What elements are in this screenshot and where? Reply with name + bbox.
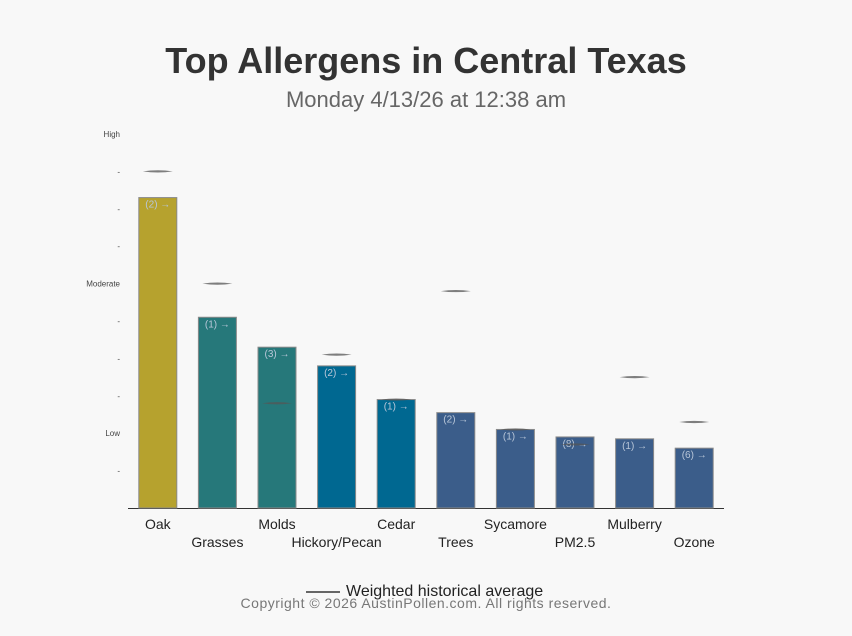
historical-average-marker-0 bbox=[142, 170, 173, 173]
y-tick-label-8: Low bbox=[105, 429, 120, 438]
historical-average-marker-3 bbox=[321, 353, 352, 356]
bar-count-label-1: (1) → bbox=[205, 319, 230, 330]
bar-count-label-8: (1) → bbox=[622, 441, 647, 452]
bar-6 bbox=[495, 428, 535, 509]
bar-count-label-6: (1) → bbox=[503, 431, 528, 442]
chart-title: Top Allergens in Central Texas bbox=[165, 40, 687, 81]
x-tick-label-0: Oak bbox=[145, 516, 172, 532]
bar-9 bbox=[674, 447, 714, 509]
legend-label: Weighted historical average bbox=[346, 583, 544, 600]
historical-average-marker-5 bbox=[440, 289, 471, 293]
historical-average-marker-1 bbox=[202, 282, 233, 285]
y-tick-label-1: - bbox=[117, 167, 120, 176]
x-tick-label-2: Molds bbox=[258, 516, 295, 532]
historical-average-marker-9 bbox=[679, 420, 710, 424]
bar-4 bbox=[376, 399, 416, 509]
y-tick-label-4: Moderate bbox=[86, 280, 120, 289]
x-tick-label-8: Mulberry bbox=[607, 516, 661, 532]
historical-average-marker-6 bbox=[500, 428, 531, 431]
y-tick-label-0: High bbox=[104, 130, 120, 139]
bar-count-label-9: (6) → bbox=[682, 450, 707, 461]
bar-count-label-2: (3) → bbox=[265, 349, 290, 360]
bar-1 bbox=[197, 316, 237, 509]
bar-3 bbox=[317, 365, 357, 509]
y-tick-label-3: - bbox=[117, 242, 120, 251]
bar-5 bbox=[436, 412, 476, 509]
historical-average-marker-4 bbox=[381, 398, 412, 401]
historical-average-marker-7 bbox=[560, 443, 590, 446]
bar-count-label-3: (2) → bbox=[324, 368, 349, 379]
bar-2 bbox=[257, 346, 297, 509]
legend-line-swatch bbox=[306, 591, 340, 593]
copyright-text: Copyright © 2026 AustinPollen.com. All r… bbox=[240, 595, 612, 611]
y-tick-label-2: - bbox=[117, 205, 120, 214]
chart-legend: Weighted historical average bbox=[306, 583, 543, 601]
x-tick-label-7: PM2.5 bbox=[555, 534, 596, 550]
historical-average-marker-8 bbox=[619, 376, 650, 379]
x-tick-label-3: Hickory/Pecan bbox=[291, 534, 381, 550]
bar-7 bbox=[555, 436, 595, 509]
bar-count-label-5: (2) → bbox=[443, 415, 468, 426]
x-tick-label-6: Sycamore bbox=[484, 516, 547, 532]
bar-count-label-4: (1) → bbox=[384, 402, 409, 413]
y-tick-label-5: - bbox=[117, 317, 120, 326]
bar-0 bbox=[138, 197, 178, 509]
chart-subtitle: Monday 4/13/26 at 12:38 am bbox=[285, 87, 567, 112]
historical-average-marker-2 bbox=[262, 402, 292, 405]
bar-count-label-0: (2) → bbox=[145, 200, 170, 211]
y-tick-label-6: - bbox=[117, 354, 120, 363]
x-tick-label-4: Cedar bbox=[377, 516, 415, 532]
y-tick-label-7: - bbox=[117, 392, 120, 401]
x-tick-label-1: Grasses bbox=[191, 534, 243, 550]
y-tick-label-9: - bbox=[117, 467, 120, 476]
x-tick-label-9: Ozone bbox=[674, 534, 715, 550]
x-tick-label-5: Trees bbox=[438, 534, 473, 550]
bar-8 bbox=[615, 438, 655, 509]
